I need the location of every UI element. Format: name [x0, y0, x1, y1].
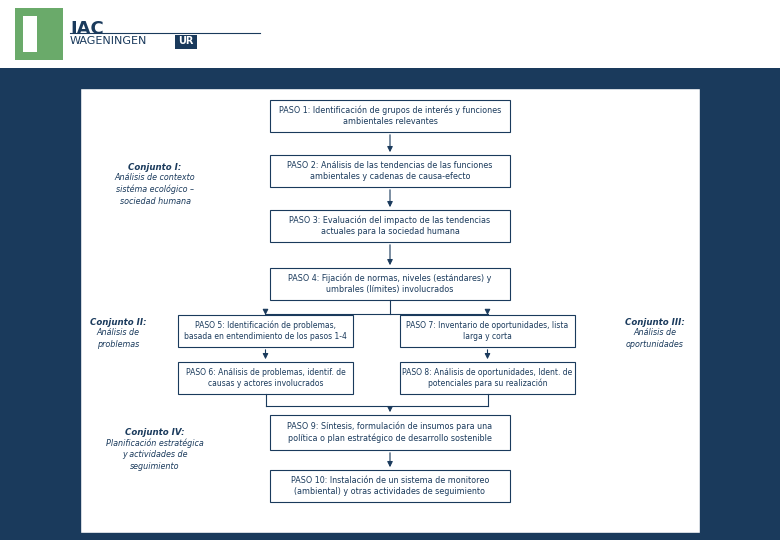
FancyBboxPatch shape — [270, 268, 510, 300]
Text: PASO 5: Identificación de problemas,
basada en entendimiento de los pasos 1-4: PASO 5: Identificación de problemas, bas… — [184, 321, 347, 341]
Text: PASO 6: Análisis de problemas, identif. de
causas y actores involucrados: PASO 6: Análisis de problemas, identif. … — [186, 368, 346, 388]
Text: PASO 8: Análisis de oportunidades, Ident. de
potenciales para su realización: PASO 8: Análisis de oportunidades, Ident… — [402, 368, 573, 388]
Text: Análisis de
oportunidades: Análisis de oportunidades — [626, 328, 684, 349]
Text: PASO 7: Inventario de oportunidades, lista
larga y corta: PASO 7: Inventario de oportunidades, lis… — [406, 321, 569, 341]
Text: Conjunto III:: Conjunto III: — [625, 318, 685, 327]
Text: PASO 3: Evaluación del impacto de las tendencias
actuales para la sociedad human: PASO 3: Evaluación del impacto de las te… — [289, 215, 491, 237]
Text: Análisis de
problemas: Análisis de problemas — [97, 328, 140, 349]
Text: PASO 10: Instalación de un sistema de monitoreo
(ambiental) y otras actividades : PASO 10: Instalación de un sistema de mo… — [291, 476, 489, 496]
FancyBboxPatch shape — [80, 88, 700, 533]
FancyBboxPatch shape — [400, 315, 575, 347]
Text: PASO 4: Fijación de normas, niveles (estándares) y
umbrales (límites) involucrad: PASO 4: Fijación de normas, niveles (est… — [289, 274, 491, 294]
FancyBboxPatch shape — [270, 210, 510, 242]
FancyBboxPatch shape — [178, 315, 353, 347]
FancyBboxPatch shape — [23, 16, 37, 52]
FancyBboxPatch shape — [270, 470, 510, 502]
FancyBboxPatch shape — [0, 68, 780, 86]
Text: Conjunto I:: Conjunto I: — [129, 163, 182, 172]
FancyBboxPatch shape — [400, 362, 575, 394]
Text: Conjunto II:: Conjunto II: — [90, 318, 147, 327]
Text: Análisis de contexto
sistéma ecológico –
sociedad humana: Análisis de contexto sistéma ecológico –… — [115, 173, 195, 206]
Text: IAC: IAC — [70, 20, 104, 38]
Text: WAGENINGEN: WAGENINGEN — [70, 36, 147, 46]
FancyBboxPatch shape — [270, 155, 510, 187]
FancyBboxPatch shape — [270, 415, 510, 450]
FancyBboxPatch shape — [175, 35, 197, 49]
Text: PASO 2: Análisis de las tendencias de las funciones
ambientales y cadenas de cau: PASO 2: Análisis de las tendencias de la… — [287, 161, 493, 181]
FancyBboxPatch shape — [178, 362, 353, 394]
FancyBboxPatch shape — [270, 100, 510, 132]
Text: PASO 1: Identificación de grupos de interés y funciones
ambientales relevantes: PASO 1: Identificación de grupos de inte… — [279, 106, 501, 126]
FancyBboxPatch shape — [15, 8, 63, 60]
Text: Planificación estratégica
y actividades de
seguimiento: Planificación estratégica y actividades … — [106, 438, 204, 471]
Text: Conjunto IV:: Conjunto IV: — [125, 428, 185, 437]
Text: PASO 9: Síntesis, formulación de insumos para una
política o plan estratégico de: PASO 9: Síntesis, formulación de insumos… — [288, 422, 492, 443]
Text: UR: UR — [179, 36, 193, 46]
FancyBboxPatch shape — [0, 0, 780, 75]
